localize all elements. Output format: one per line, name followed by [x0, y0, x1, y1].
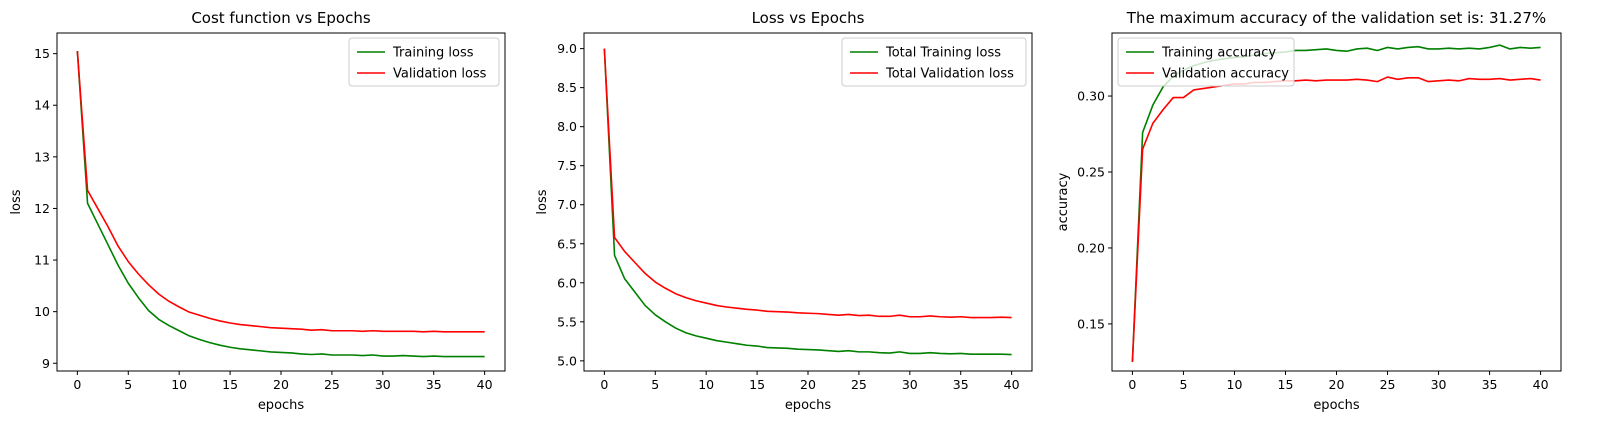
x-tick-label: 0 — [1128, 377, 1136, 392]
x-tick-label: 25 — [851, 377, 867, 392]
legend: Training accuracy Validation accuracy — [1117, 37, 1295, 87]
y-tick-label: 5.5 — [557, 314, 577, 329]
legend: Total Training loss Total Validation loss — [841, 37, 1027, 87]
y-tick-label: 0.15 — [1077, 316, 1105, 331]
y-tick-label: 8.0 — [557, 119, 577, 134]
y-tick-label: 15 — [34, 46, 50, 61]
chart-3: The maximum accuracy of the validation s… — [1056, 9, 1562, 413]
y-tick-label: 0.20 — [1077, 240, 1105, 255]
plot-frame — [1111, 32, 1562, 372]
x-tick-label: 15 — [1278, 377, 1294, 392]
x-tick-label: 30 — [1431, 377, 1447, 392]
x-tick-label: 20 — [800, 377, 816, 392]
x-tick-label: 20 — [1329, 377, 1345, 392]
x-tick-label: 35 — [426, 377, 442, 392]
y-tick-label: 9.0 — [557, 41, 577, 56]
chart-1: Cost function vs Epochs 0 5 10 15 20 25 30 35 40 9… — [9, 9, 506, 413]
y-axis-label: accuracy — [1056, 172, 1071, 231]
x-tick-label: 5 — [1179, 377, 1187, 392]
x-tick-label: 5 — [651, 377, 659, 392]
x-tick-label: 35 — [953, 377, 969, 392]
x-tick-label: 40 — [477, 377, 493, 392]
y-tick-label: 12 — [34, 201, 50, 216]
legend-label: Training accuracy — [1161, 46, 1276, 61]
chart-title: Cost function vs Epochs — [191, 9, 371, 27]
y-axis-label: loss — [535, 189, 550, 214]
legend-box — [1117, 37, 1295, 87]
plot-frame — [583, 32, 1033, 372]
y-tick-label: 10 — [34, 304, 50, 319]
y-tick-label: 0.25 — [1077, 164, 1105, 179]
x-tick-label: 40 — [1533, 377, 1549, 392]
chart-title: The maximum accuracy of the validation s… — [1126, 9, 1546, 27]
legend-label: Total Training loss — [885, 46, 1001, 61]
x-tick-label: 5 — [124, 377, 132, 392]
y-tick-label: 6.0 — [557, 275, 577, 290]
x-tick-label: 10 — [1227, 377, 1243, 392]
x-tick-label: 20 — [273, 377, 289, 392]
x-tick-label: 0 — [600, 377, 608, 392]
x-tick-label: 30 — [902, 377, 918, 392]
y-axis-label: loss — [9, 189, 24, 214]
chart-2: Loss vs Epochs 0 5 10 15 20 25 30 35 40 5.0 5.5 6.0 6… — [535, 9, 1033, 413]
x-tick-label: 10 — [171, 377, 187, 392]
x-tick-label: 0 — [73, 377, 81, 392]
x-tick-label: 10 — [698, 377, 714, 392]
x-tick-label: 25 — [324, 377, 340, 392]
legend: Training loss Validation loss — [348, 37, 500, 87]
legend-label: Validation accuracy — [1162, 67, 1289, 82]
y-tick-label: 14 — [34, 98, 50, 113]
series-line-2 — [603, 48, 1012, 319]
y-tick-label: 7.0 — [557, 197, 577, 212]
y-tick-label: 0.30 — [1077, 89, 1105, 104]
y-tick-label: 7.5 — [557, 158, 577, 173]
legend-label: Total Validation loss — [885, 67, 1014, 82]
x-tick-label: 25 — [1380, 377, 1396, 392]
plot-frame — [56, 32, 506, 372]
y-tick-label: 13 — [34, 149, 50, 164]
series-line-1 — [603, 48, 1012, 356]
y-tick-label: 8.5 — [557, 80, 577, 95]
legend-label: Training loss — [392, 46, 474, 61]
x-axis-label: epochs — [785, 398, 832, 413]
series-line-1 — [1131, 44, 1541, 362]
legend-box — [841, 37, 1027, 87]
x-tick-label: 30 — [375, 377, 391, 392]
legend-box — [348, 37, 500, 87]
x-tick-label: 40 — [1004, 377, 1020, 392]
x-axis-label: epochs — [1313, 398, 1360, 413]
series-line-2 — [76, 51, 485, 333]
chart-title: Loss vs Epochs — [752, 9, 865, 27]
series-line-1 — [76, 51, 485, 358]
x-axis-label: epochs — [258, 398, 305, 413]
x-tick-label: 15 — [222, 377, 238, 392]
y-tick-label: 6.5 — [557, 236, 577, 251]
y-tick-label: 11 — [34, 253, 50, 268]
x-tick-label: 15 — [749, 377, 765, 392]
series-line-2 — [1131, 76, 1541, 362]
legend-label: Validation loss — [393, 67, 487, 82]
x-tick-label: 35 — [1482, 377, 1498, 392]
y-tick-label: 5.0 — [557, 353, 577, 368]
y-tick-label: 9 — [42, 356, 50, 371]
